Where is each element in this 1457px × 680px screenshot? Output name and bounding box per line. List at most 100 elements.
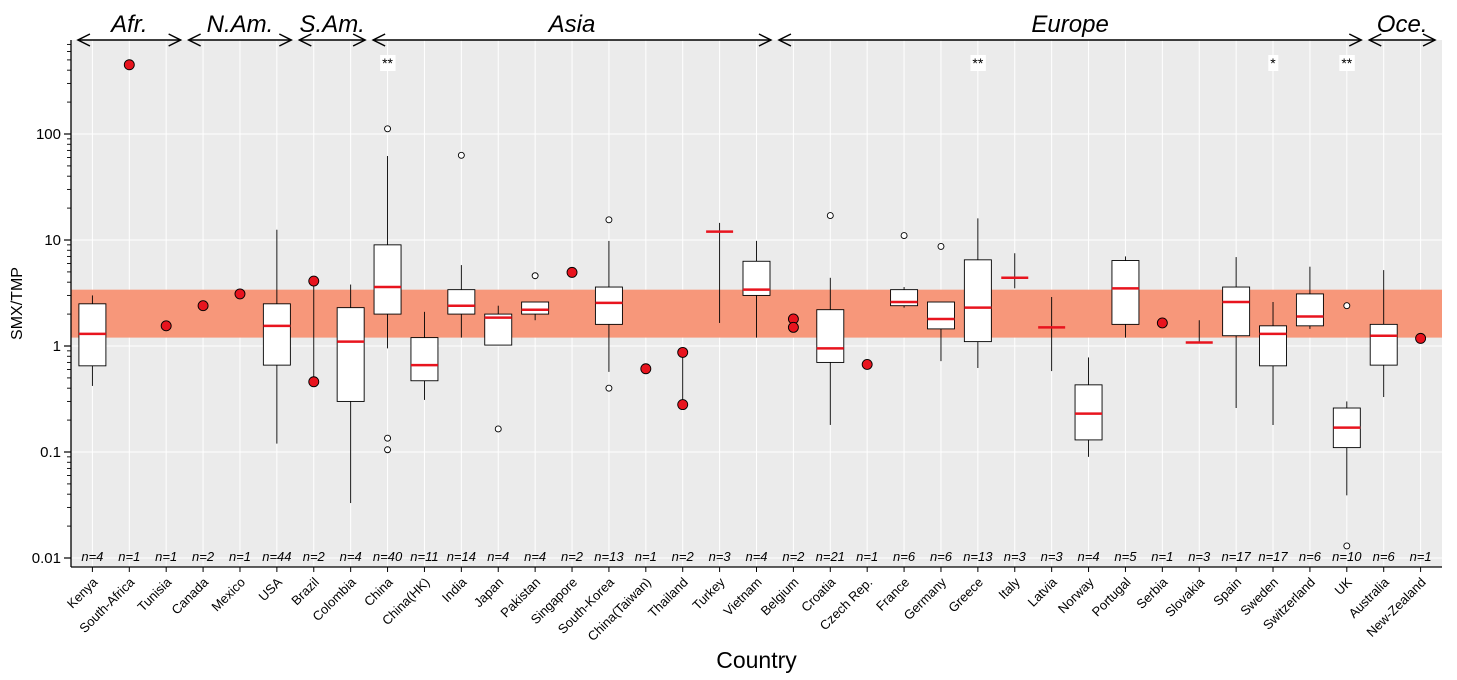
region-oce: Oce. [1367, 11, 1437, 47]
outlier-point [937, 242, 945, 250]
n-label: n=5 [1114, 549, 1137, 564]
box-iqr [963, 259, 992, 343]
box-norway [1074, 357, 1103, 457]
outlier-point [605, 384, 613, 392]
series-boxes [78, 59, 1427, 550]
box-mexico [234, 288, 246, 300]
box-india [447, 151, 476, 338]
region-brackets: Afr. N.Am. S.Am. Asia Europe Oce. [76, 11, 1437, 47]
region-afr: Afr. [76, 11, 183, 47]
data-point [640, 363, 652, 375]
significance-label-bg [1268, 55, 1279, 71]
x-axis-title: Country [716, 647, 797, 673]
n-label: n=4 [1078, 549, 1100, 564]
box-iqr [1295, 293, 1324, 327]
box-thailand [677, 346, 689, 411]
significance-label: ** [382, 55, 393, 71]
box-italy [1001, 253, 1029, 289]
box-china-hk- [410, 311, 439, 400]
significance-label-bg [1339, 55, 1355, 71]
n-label: n=1 [1151, 549, 1173, 564]
n-label: n=2 [561, 549, 584, 564]
data-point [160, 320, 172, 332]
box-tunisia [160, 320, 172, 332]
box-iqr [594, 286, 623, 325]
box-iqr [262, 303, 291, 366]
box-uk [1332, 302, 1361, 550]
box-croatia [816, 212, 845, 425]
data-point [677, 346, 689, 358]
x-tick-label: Greece [945, 575, 986, 616]
box-iqr [410, 337, 439, 382]
outlier-point [826, 212, 834, 220]
n-label: n=17 [1258, 549, 1288, 564]
box-iqr [521, 301, 550, 315]
box-turkey [706, 222, 734, 323]
box-iqr [890, 289, 919, 307]
box-slovakia [1185, 320, 1213, 344]
box-japan [484, 305, 513, 433]
x-tick-label: USA [255, 574, 285, 604]
box-iqr [1369, 323, 1398, 366]
box-iqr [1111, 260, 1140, 325]
significance-label: * [1270, 55, 1276, 71]
arrow-left-icon [1367, 33, 1382, 47]
region-asia: Asia [371, 11, 773, 47]
box-greece [963, 218, 992, 369]
x-tick-label: Vietnam [720, 575, 764, 619]
box-iqr [1222, 286, 1251, 337]
region-label: N.Am. [207, 11, 274, 38]
n-label: n=13 [594, 549, 624, 564]
significance-label: ** [972, 55, 983, 71]
data-point [308, 376, 320, 388]
box-czech-rep- [861, 358, 873, 370]
significance-label-bg [380, 55, 396, 71]
n-label: n=2 [672, 549, 695, 564]
box-kenya [78, 295, 107, 386]
region-label: Europe [1031, 11, 1108, 38]
x-tick-label: UK [1332, 574, 1356, 598]
data-point [123, 59, 135, 71]
box-iqr [1074, 384, 1103, 441]
arrow-left-icon [76, 33, 91, 47]
box-australia [1369, 270, 1398, 398]
data-point [787, 321, 799, 333]
data-point [234, 288, 246, 300]
n-label: n=4 [81, 549, 103, 564]
y-tick-label: 100 [36, 126, 61, 143]
box-iqr [816, 309, 845, 363]
outlier-point [384, 125, 392, 133]
box-china-taiwan- [640, 363, 652, 375]
arrow-right-icon [168, 33, 183, 47]
box-iqr [484, 313, 513, 346]
n-label: n=4 [340, 549, 362, 564]
box-switzerland [1295, 266, 1324, 329]
x-tick-label: Mexico [208, 575, 248, 615]
n-label: n=14 [447, 549, 476, 564]
x-tick-label: Spain [1210, 575, 1244, 609]
n-label: n=1 [1410, 549, 1432, 564]
region-nam: N.Am. [186, 11, 293, 47]
outlier-point [384, 446, 392, 454]
box-iqr [927, 301, 955, 330]
box-singapore [566, 266, 578, 278]
outlier-point [605, 216, 613, 224]
n-label: n=21 [816, 549, 845, 564]
region-label: Asia [547, 11, 596, 38]
n-label: n=6 [930, 549, 953, 564]
n-label: n=6 [893, 549, 916, 564]
outlier-point [1343, 302, 1351, 310]
box-spain [1222, 257, 1251, 409]
box-serbia [1156, 317, 1168, 329]
n-label: n=17 [1221, 549, 1251, 564]
n-label: n=3 [1041, 549, 1064, 564]
y-tick-label: 0.1 [40, 444, 61, 461]
y-axis: 0.01 0.1 1 10 100 [32, 40, 72, 567]
arrow-left-icon [297, 33, 312, 47]
n-label: n=10 [1332, 549, 1362, 564]
box-iqr [1259, 325, 1287, 367]
box-iqr [336, 307, 365, 402]
data-point [1415, 332, 1427, 344]
region-label: Oce. [1377, 11, 1428, 38]
